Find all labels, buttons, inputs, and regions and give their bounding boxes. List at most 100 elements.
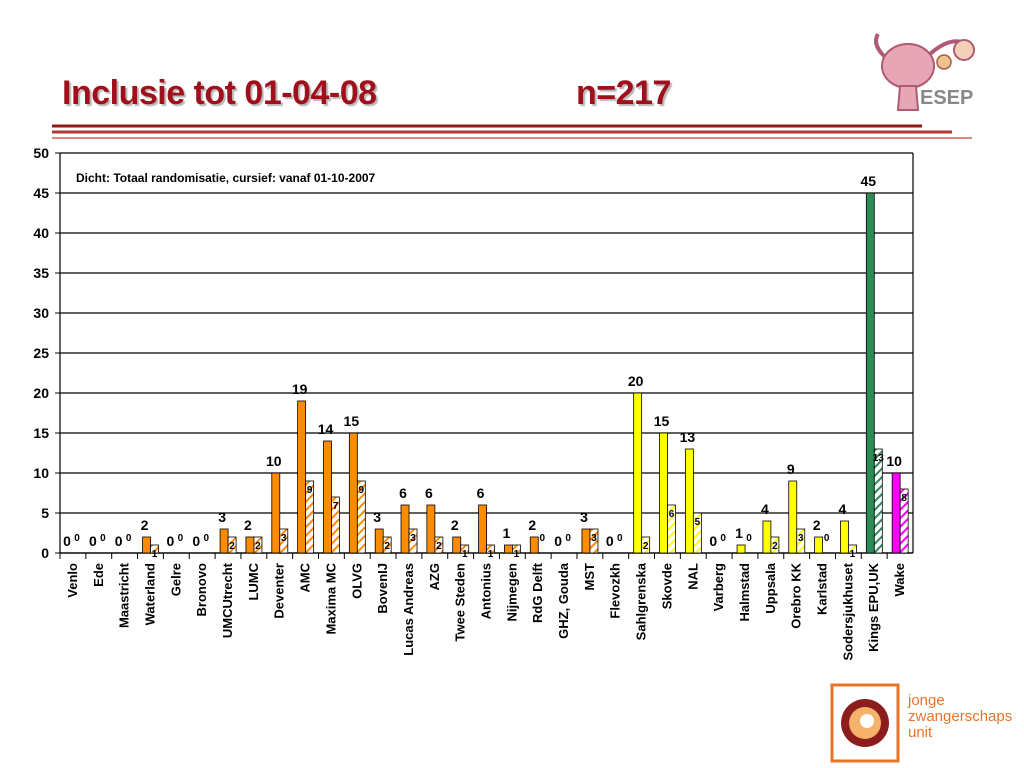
bar-recent <box>150 544 159 554</box>
y-tick-label: 20 <box>33 385 49 401</box>
category-label: NAL <box>685 563 700 590</box>
bar-total <box>478 504 487 554</box>
tube-left-icon <box>874 32 886 58</box>
y-tick-label: 50 <box>33 145 49 161</box>
category-labels: Venlo Ede Maastricht Waterland Gelre Bronovo U… <box>65 562 907 660</box>
bar-total <box>245 536 255 554</box>
data-label-recent: 1 <box>462 549 468 560</box>
data-label-recent: 9 <box>307 485 313 496</box>
sample-size: n=217 <box>576 74 671 112</box>
data-label-recent: 0 <box>746 533 752 544</box>
bar-total <box>297 400 307 554</box>
data-label-total: 13 <box>680 429 696 445</box>
bar-recent <box>873 448 883 554</box>
data-label-recent: 8 <box>901 493 907 504</box>
gridlines <box>60 152 913 554</box>
jzu-emblem-core <box>860 714 874 728</box>
ovary-icon <box>953 39 975 61</box>
category-label: Nijmegen <box>504 563 519 622</box>
bar-total <box>736 544 746 554</box>
y-tick-label: 35 <box>33 265 49 281</box>
chart-annotation: Dicht: Totaal randomisatie, cursief: van… <box>76 171 376 185</box>
annotation-box <box>62 162 708 192</box>
data-label-recent: 0 <box>74 533 80 544</box>
category-label: BovenIJ <box>375 563 390 614</box>
bar-total <box>323 440 332 554</box>
bar-total <box>426 504 436 554</box>
category-label: Gelre <box>168 563 183 596</box>
bar-total <box>400 504 410 554</box>
data-label-total: 6 <box>425 485 433 501</box>
category-label: Halmstad <box>737 563 752 622</box>
data-label-recent: 2 <box>436 541 442 552</box>
bar-total <box>504 544 513 554</box>
data-label-total: 15 <box>344 413 360 429</box>
bar-total <box>788 480 798 554</box>
data-label-recent: 6 <box>669 509 675 520</box>
category-label: LUMC <box>246 562 261 600</box>
category-label: Twee Steden <box>453 563 468 642</box>
y-tick-label: 25 <box>33 345 49 361</box>
bar-total <box>452 536 462 554</box>
category-label: Sodersjukhuset <box>840 562 855 660</box>
data-label-total: 4 <box>761 501 769 517</box>
data-label-recent: 0 <box>539 533 545 544</box>
bar-recent <box>899 488 909 554</box>
data-label-recent: 13 <box>873 453 885 464</box>
data-label-total: 2 <box>451 517 459 533</box>
data-label-total: 14 <box>318 421 334 437</box>
data-label-recent: 0 <box>720 533 726 544</box>
category-label: Varberg <box>711 563 726 611</box>
data-label-recent: 0 <box>617 533 623 544</box>
data-label-recent: 2 <box>643 541 649 552</box>
bar-total <box>659 432 668 554</box>
bar-recent <box>589 528 599 554</box>
bar-total <box>891 472 901 554</box>
data-label-recent: 2 <box>229 541 235 552</box>
bar-total <box>684 448 694 554</box>
category-label: Bronovo <box>194 563 209 617</box>
data-label-total: 0 <box>709 533 717 549</box>
bars <box>142 192 909 554</box>
y-tick-label: 15 <box>33 425 49 441</box>
data-label-total: 0 <box>63 533 71 549</box>
title-text: Inclusie tot 01-04-08 <box>62 74 377 112</box>
bar-recent <box>796 528 806 554</box>
data-label-total: 3 <box>373 509 381 525</box>
data-label-total: 3 <box>580 509 588 525</box>
y-tick-label: 40 <box>33 225 49 241</box>
data-label-total: 10 <box>886 453 902 469</box>
bar-total <box>529 536 539 554</box>
category-label: Ede <box>91 563 106 587</box>
esep-text: ESEP <box>920 87 973 109</box>
y-tick-label: 0 <box>41 545 49 561</box>
bar-total <box>581 528 591 554</box>
bar-recent <box>279 528 289 554</box>
data-label-recent: 1 <box>152 549 158 560</box>
data-label-recent: 3 <box>281 533 287 544</box>
bar-total <box>348 432 358 554</box>
category-label: Uppsala <box>763 562 778 613</box>
bar-total <box>374 528 384 554</box>
data-label-total: 0 <box>89 533 97 549</box>
data-label-recent: 0 <box>126 533 132 544</box>
category-label: Flevozkh <box>608 563 623 619</box>
jzu-line-2: zwangerschaps <box>908 708 1012 725</box>
bar-total <box>814 536 824 554</box>
data-label-recent: 0 <box>824 533 830 544</box>
bar-recent <box>848 544 857 554</box>
data-label-total: 0 <box>115 533 123 549</box>
category-label: Skovde <box>659 563 674 609</box>
category-label: Karlstad <box>815 563 830 615</box>
bar-recent <box>434 536 444 554</box>
bar-recent <box>227 536 237 554</box>
data-label-total: 9 <box>787 461 795 477</box>
bar-total <box>762 520 772 554</box>
data-label-recent: 0 <box>178 533 184 544</box>
bar-recent <box>356 480 366 554</box>
title-underline <box>52 124 972 139</box>
slide-title: Inclusie tot 01-04-08 n=217 <box>62 74 671 113</box>
category-label: Waterland <box>142 563 157 625</box>
